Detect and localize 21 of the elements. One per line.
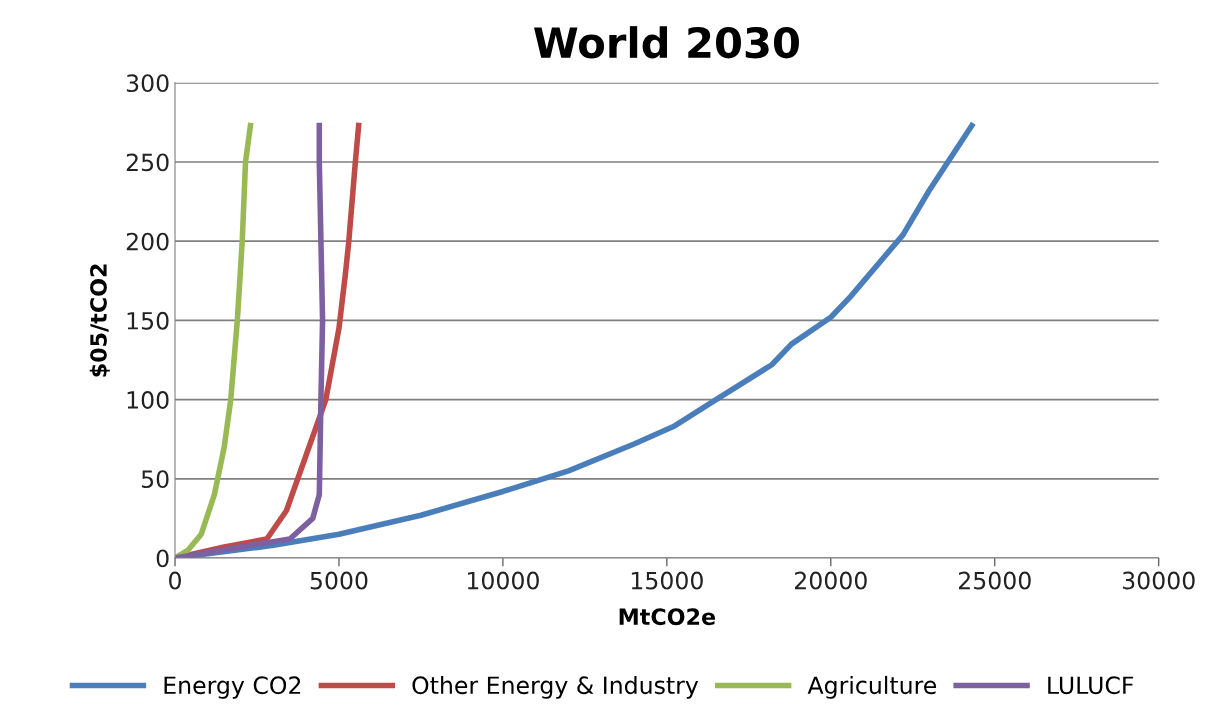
x-tick-label: 10000 <box>467 571 539 590</box>
y-tick-label: 50 <box>141 470 169 489</box>
x-tick-label: 0 <box>169 571 181 590</box>
legend-label: Other Energy & Industry <box>412 675 699 699</box>
x-tick-label: 15000 <box>631 571 703 590</box>
chart-title: World 2030 <box>534 26 799 59</box>
legend-label: LULUCF <box>1048 676 1134 695</box>
y-tick-label: 300 <box>126 74 169 93</box>
y-tick-label: 0 <box>156 549 169 568</box>
y-tick-label: 100 <box>127 391 169 409</box>
y-tick-label: 200 <box>126 232 169 251</box>
x-axis-title: MtCO2e <box>619 608 716 626</box>
y-tick-label: 250 <box>126 153 169 172</box>
y-axis-title: $05/tCO2 <box>89 264 110 377</box>
x-tick-label: 30000 <box>1122 571 1195 590</box>
legend-label: Agriculture <box>807 675 937 699</box>
x-tick-label: 5000 <box>310 571 368 590</box>
y-tick-label: 150 <box>127 311 169 330</box>
legend-label: Energy CO2 <box>164 676 301 699</box>
x-tick-label: 20000 <box>794 571 867 590</box>
x-tick-label: 25000 <box>958 571 1031 590</box>
